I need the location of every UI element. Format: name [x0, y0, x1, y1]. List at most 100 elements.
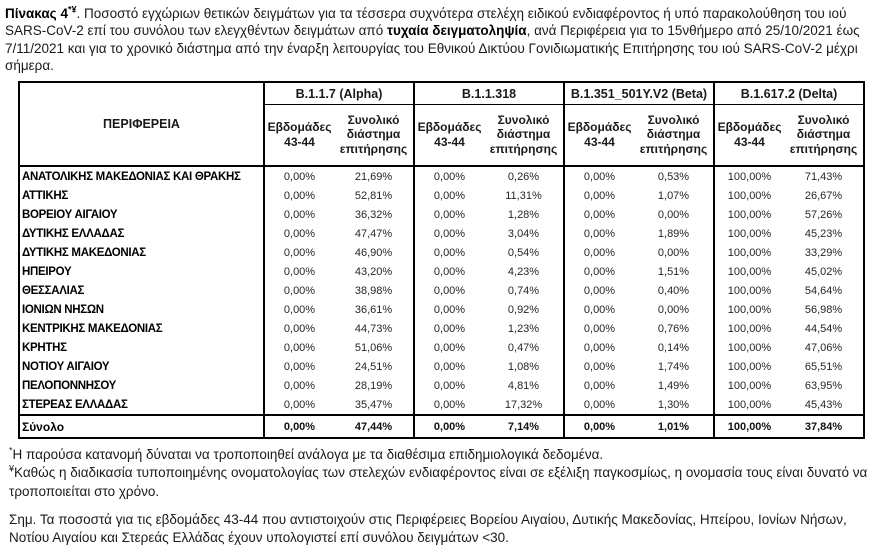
value-cell: 0,00%: [657, 303, 690, 316]
total-value-cell: 47,44%: [334, 414, 414, 439]
caption-label: Πίνακας 4*¥: [5, 4, 77, 21]
total-value-cell: 0,00%: [563, 414, 634, 439]
value-cell: 0,00%: [563, 319, 634, 339]
value-cell: 38,98%: [354, 284, 393, 297]
value-cell: 4,81%: [507, 379, 540, 392]
subheader-total-period: Συνολικό διάστημα επιτήρησης: [334, 104, 414, 168]
table-row: ΠΕΛΟΠΟΝΝΗΣΟΥ 0,00% 28,19% 0,00% 4,81% 0,00% 1,…: [19, 376, 864, 396]
column-header-region: ΠΕΡΙΦΕΡΕΙΑ: [19, 82, 264, 168]
caption-text-2: , ανά Περιφέρεια για το 15νθήμερο από 25…: [5, 23, 860, 73]
value-cell: 0,00%: [413, 357, 484, 377]
value-cell: 0,00%: [413, 281, 484, 301]
value-cell: 1,89%: [657, 227, 690, 240]
value-cell: 0,00%: [657, 208, 690, 221]
value-cell: 0,00%: [563, 166, 634, 187]
region-cell: ΚΕΝΤΡΙΚΗΣ ΜΑΚΕΔΟΝΙΑΣ: [22, 322, 163, 335]
column-group-delta: B.1.617.2 (Delta): [713, 82, 864, 106]
subheader-total-period: Συνολικό διάστημα επιτήρησης: [784, 104, 864, 168]
value-cell: 0,00%: [413, 376, 484, 396]
value-cell: 100,00%: [713, 262, 784, 282]
value-cell: 0,74%: [507, 284, 540, 297]
value-cell: 36,32%: [354, 208, 393, 221]
footnote-1-text: Η παρούσα κατανομή δύναται να τροποποιηθ…: [12, 447, 604, 463]
value-cell: 0,00%: [413, 395, 484, 416]
footnote-2-marker: ¥: [9, 463, 15, 474]
subheader-row: Εβδομάδες 43-44 Συνολικό διάστημα επιτήρ…: [19, 104, 864, 168]
footnote-2-text: Καθώς η διαδικασία τυποποιημένης ονοματο…: [9, 465, 868, 499]
subheader-total-period: Συνολικό διάστημα επιτήρησης: [634, 104, 714, 168]
value-cell: 21,69%: [354, 170, 393, 183]
value-cell: 0,00%: [563, 205, 634, 225]
value-cell: 0,00%: [263, 281, 334, 301]
value-cell: 52,81%: [354, 189, 393, 202]
value-cell: 0,40%: [657, 284, 690, 297]
total-label: Σύνολο: [19, 414, 264, 439]
value-cell: 0,00%: [563, 338, 634, 358]
value-cell: 47,47%: [354, 227, 393, 240]
region-cell: ΗΠΕΙΡΟΥ: [22, 265, 72, 278]
value-cell: 100,00%: [713, 166, 784, 187]
subheader-weeks: Εβδομάδες 43-44: [413, 104, 484, 168]
value-cell: 3,04%: [507, 227, 540, 240]
region-cell: ΒΟΡΕΙΟΥ ΑΙΓΑΙΟΥ: [22, 208, 118, 221]
value-cell: 100,00%: [713, 357, 784, 377]
table-row: ΑΝΑΤΟΛΙΚΗΣ ΜΑΚΕΔΟΝΙΑΣ ΚΑΙ ΘΡΑΚΗΣ 0,00% 21,…: [19, 166, 864, 187]
table-row: ΚΕΝΤΡΙΚΗΣ ΜΑΚΕΔΟΝΙΑΣ 0,00% 44,73% 0,00% 1,23…: [19, 319, 864, 339]
value-cell: 0,00%: [263, 166, 334, 187]
value-cell: 45,23%: [804, 227, 843, 240]
caption-superscript: *¥: [67, 4, 77, 15]
region-cell: ΝΟΤΙΟΥ ΑΙΓΑΙΟΥ: [22, 360, 110, 373]
value-cell: 63,95%: [804, 379, 843, 392]
value-cell: 100,00%: [713, 338, 784, 358]
region-cell: ΔΥΤΙΚΗΣ ΕΛΛΑΔΑΣ: [22, 227, 125, 240]
value-cell: 100,00%: [713, 243, 784, 263]
region-cell: ΘΕΣΣΑΛΙΑΣ: [22, 284, 85, 297]
table-row: ΗΠΕΙΡΟΥ 0,00% 43,20% 0,00% 4,23% 0,00% 1,51% 10…: [19, 262, 864, 282]
total-value-cell: 0,00%: [413, 414, 484, 439]
value-cell: 0,92%: [507, 303, 540, 316]
value-cell: 100,00%: [713, 186, 784, 206]
value-cell: 0,00%: [563, 262, 634, 282]
table-row: ΔΥΤΙΚΗΣ ΜΑΚΕΔΟΝΙΑΣ 0,00% 46,90% 0,00% 0,54% 0…: [19, 243, 864, 263]
value-cell: 35,47%: [354, 398, 393, 411]
table-caption: Πίνακας 4*¥. Ποσοστό εγχώριων θετικών δε…: [5, 5, 871, 74]
subheader-total-period: Συνολικό διάστημα επιτήρησης: [484, 104, 564, 168]
value-cell: 43,20%: [354, 265, 393, 278]
value-cell: 54,64%: [804, 284, 843, 297]
region-cell: ΠΕΛΟΠΟΝΝΗΣΟΥ: [22, 379, 117, 392]
value-cell: 44,54%: [804, 322, 843, 335]
region-cell: ΑΤΤΙΚΗΣ: [22, 189, 69, 202]
table-row: ΝΟΤΙΟΥ ΑΙΓΑΙΟΥ 0,00% 24,51% 0,00% 1,08% 0,00%…: [19, 357, 864, 377]
value-cell: 0,00%: [413, 338, 484, 358]
value-cell: 0,00%: [263, 243, 334, 263]
value-cell: 0,00%: [263, 262, 334, 282]
value-cell: 0,00%: [563, 281, 634, 301]
region-cell: ΔΥΤΙΚΗΣ ΜΑΚΕΔΟΝΙΑΣ: [22, 246, 146, 259]
value-cell: 0,00%: [263, 224, 334, 244]
value-cell: 100,00%: [713, 205, 784, 225]
value-cell: 56,98%: [804, 303, 843, 316]
value-cell: 1,30%: [657, 398, 690, 411]
value-cell: 0,00%: [413, 262, 484, 282]
value-cell: 0,00%: [263, 376, 334, 396]
region-cell: ΙΟΝΙΩΝ ΝΗΣΩΝ: [22, 303, 104, 316]
footnotes: *Η παρούσα κατανομή δύναται να τροποποιη…: [9, 446, 870, 547]
value-cell: 0,00%: [413, 166, 484, 187]
table-row: ΒΟΡΕΙΟΥ ΑΙΓΑΙΟΥ 0,00% 36,32% 0,00% 1,28% 0,00…: [19, 205, 864, 225]
value-cell: 44,73%: [354, 322, 393, 335]
table-row: ΣΤΕΡΕΑΣ ΕΛΛΑΔΑΣ 0,00% 35,47% 0,00% 17,32% 0,0…: [19, 395, 864, 416]
total-value-cell: 100,00%: [713, 414, 784, 439]
value-cell: 26,67%: [804, 189, 843, 202]
total-value-cell: 7,14%: [484, 414, 564, 439]
value-cell: 36,61%: [354, 303, 393, 316]
value-cell: 0,00%: [413, 224, 484, 244]
value-cell: 0,00%: [657, 246, 690, 259]
value-cell: 1,23%: [507, 322, 540, 335]
note: Σημ. Τα ποσοστά για τις εβδομάδες 43-44 …: [9, 511, 847, 545]
value-cell: 0,00%: [563, 300, 634, 320]
region-cell: ΚΡΗΤΗΣ: [22, 341, 67, 354]
document-page: { "title": { "label": "Πίνακας 4", "labe…: [5, 5, 868, 545]
total-row: Σύνολο 0,00% 47,44% 0,00% 7,14% 0,00% 1,…: [19, 414, 864, 439]
value-cell: 1,51%: [657, 265, 690, 278]
